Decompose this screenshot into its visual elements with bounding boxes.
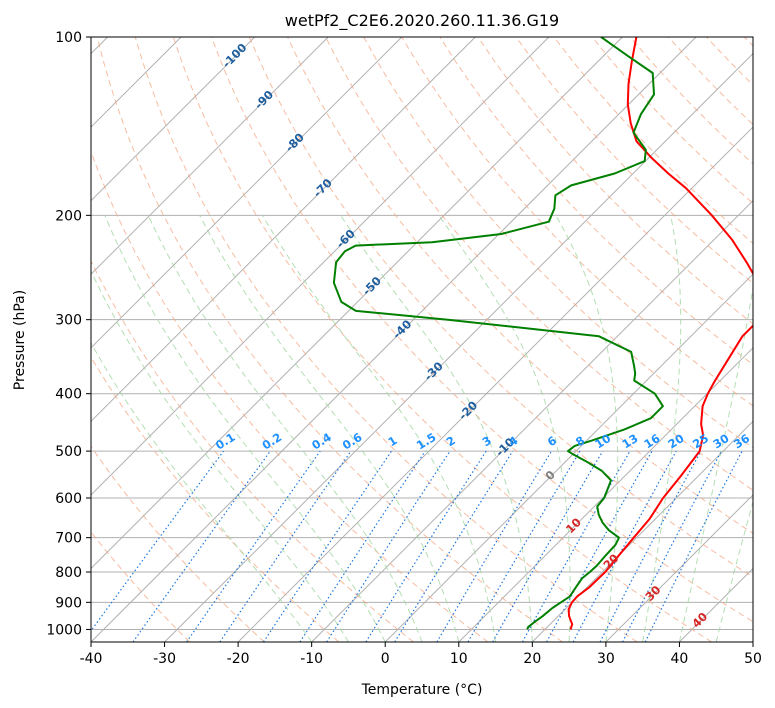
moist-adiabat bbox=[642, 215, 682, 642]
y-axis-label: Pressure (hPa) bbox=[12, 290, 28, 390]
dry-adiabat bbox=[172, 37, 713, 642]
guide-lines bbox=[91, 37, 753, 642]
dry-adiabat bbox=[287, 37, 753, 534]
chart-title: wetPf2_C2E6.2020.260.11.36.G19 bbox=[285, 11, 559, 31]
isotherm-line bbox=[91, 37, 623, 570]
moist-adiabat bbox=[91, 341, 313, 642]
mixing-ratio-line bbox=[326, 450, 451, 642]
mixing-ratio-line bbox=[186, 450, 321, 642]
isotherm-line bbox=[164, 52, 753, 642]
dry-adiabat bbox=[96, 37, 563, 642]
moist-adiabat bbox=[261, 215, 497, 642]
y-tick-label: 100 bbox=[55, 30, 82, 46]
x-tick-label: -30 bbox=[153, 651, 176, 667]
dry-adiabat bbox=[91, 259, 414, 642]
moist-adiabat bbox=[678, 284, 753, 642]
x-tick-label: 10 bbox=[450, 651, 468, 667]
dry-adiabat bbox=[248, 37, 753, 578]
y-tick-label: 300 bbox=[55, 313, 82, 329]
mixing-ratio-line bbox=[91, 450, 224, 632]
isotherm-line bbox=[91, 37, 550, 496]
moist-adiabat bbox=[555, 215, 619, 642]
x-tick-label: -40 bbox=[80, 651, 103, 667]
moist-adiabat bbox=[199, 215, 460, 642]
y-tick-label: 400 bbox=[55, 387, 82, 403]
x-tick-label: 0 bbox=[381, 651, 390, 667]
dry-adiabat bbox=[325, 37, 753, 491]
x-axis-label: Temperature (°C) bbox=[361, 682, 483, 698]
mixing-ratio-line bbox=[299, 450, 426, 642]
isotherm-line bbox=[531, 420, 753, 642]
mixing-ratio-line bbox=[394, 450, 514, 642]
y-tick-label: 700 bbox=[55, 531, 82, 547]
isotherm-line bbox=[458, 347, 753, 642]
y-tick-label: 600 bbox=[55, 491, 82, 507]
x-tick-label: -20 bbox=[227, 651, 250, 667]
x-tick-label: 50 bbox=[744, 651, 762, 667]
moist-adiabat bbox=[438, 215, 571, 642]
dewpoint-profile bbox=[332, 37, 664, 630]
mixing-ratio-line bbox=[132, 450, 271, 642]
plot-frame bbox=[90, 36, 754, 643]
sounding-curves bbox=[332, 37, 753, 630]
mixing-ratio-line bbox=[219, 450, 352, 642]
isotherm-line bbox=[91, 37, 697, 642]
y-tick-label: 200 bbox=[55, 208, 82, 224]
x-tick-label: -10 bbox=[300, 651, 323, 667]
dry-adiabat bbox=[91, 445, 265, 642]
mixing-ratio-line bbox=[262, 450, 392, 642]
y-tick-label: 900 bbox=[55, 595, 82, 611]
mixing-ratio-line bbox=[572, 450, 677, 642]
isotherm-line bbox=[237, 126, 753, 642]
y-tick-label: 500 bbox=[55, 444, 82, 460]
dry-adiabat bbox=[210, 37, 753, 623]
dry-adiabat bbox=[134, 37, 638, 642]
moist-adiabat bbox=[147, 215, 423, 642]
isotherm-line bbox=[605, 494, 753, 642]
grid-lines bbox=[91, 37, 753, 642]
axis-ticks: -40 -30 -20 -10 0 10 20 30 40 50 100 200 300 400 500 60… bbox=[46, 30, 762, 667]
x-tick-label: 40 bbox=[671, 651, 689, 667]
y-tick-label: 800 bbox=[55, 565, 82, 581]
moist-adiabat bbox=[340, 215, 533, 642]
mixing-ratio-line bbox=[546, 450, 653, 642]
isotherm-line bbox=[384, 273, 753, 642]
dry-adiabat bbox=[91, 356, 340, 642]
moist-adiabat bbox=[104, 215, 386, 642]
isotherm-line bbox=[91, 37, 329, 275]
x-tick-label: 30 bbox=[597, 651, 615, 667]
isotherm-line bbox=[91, 37, 403, 349]
dry-adiabat bbox=[515, 37, 753, 284]
mixing-ratio-line bbox=[644, 450, 743, 642]
temperature-profile bbox=[567, 37, 753, 630]
isotherm-line bbox=[91, 37, 256, 202]
x-tick-label: 20 bbox=[523, 651, 541, 667]
isotherm-line bbox=[91, 37, 476, 423]
y-tick-label: 1000 bbox=[46, 622, 82, 638]
